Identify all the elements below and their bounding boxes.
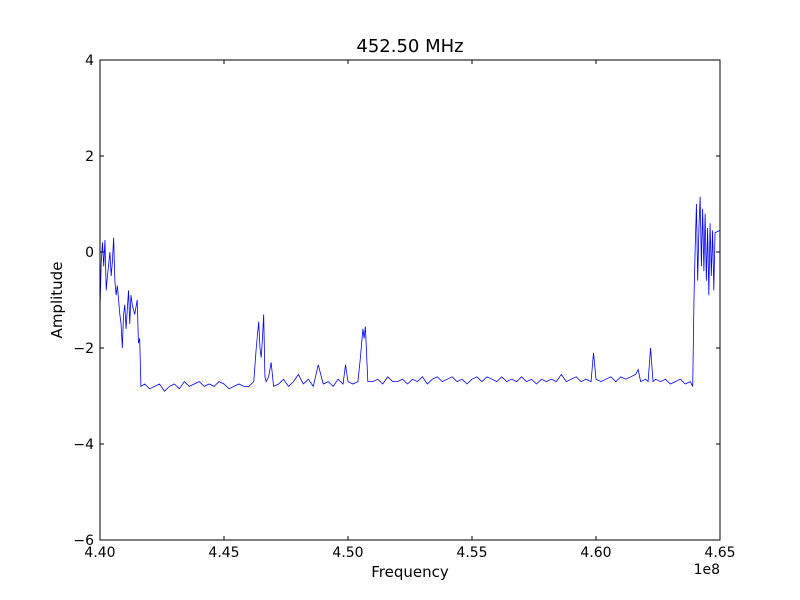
data-line bbox=[100, 196, 720, 392]
chart-title: 452.50 MHz bbox=[356, 36, 463, 57]
y-tick-label: −4 bbox=[73, 437, 94, 453]
y-axis-label: Amplitude bbox=[48, 262, 66, 339]
y-tick-label: 4 bbox=[85, 53, 94, 69]
plot-frame bbox=[99, 59, 721, 541]
x-tick-label: 4.60 bbox=[580, 545, 611, 561]
x-tick-label: 4.55 bbox=[456, 545, 487, 561]
x-tick-label: 4.50 bbox=[332, 545, 363, 561]
x-tick-label: 4.65 bbox=[704, 545, 735, 561]
y-tick-label: 0 bbox=[85, 245, 94, 261]
x-offset-label: 1e8 bbox=[694, 562, 720, 578]
x-tick-label: 4.45 bbox=[208, 545, 239, 561]
x-tick-label: 4.40 bbox=[84, 545, 115, 561]
y-tick-label: 2 bbox=[85, 149, 94, 165]
x-axis-label: Frequency bbox=[371, 563, 449, 581]
y-tick-label: −2 bbox=[73, 341, 94, 357]
y-tick-label: −6 bbox=[73, 533, 94, 549]
